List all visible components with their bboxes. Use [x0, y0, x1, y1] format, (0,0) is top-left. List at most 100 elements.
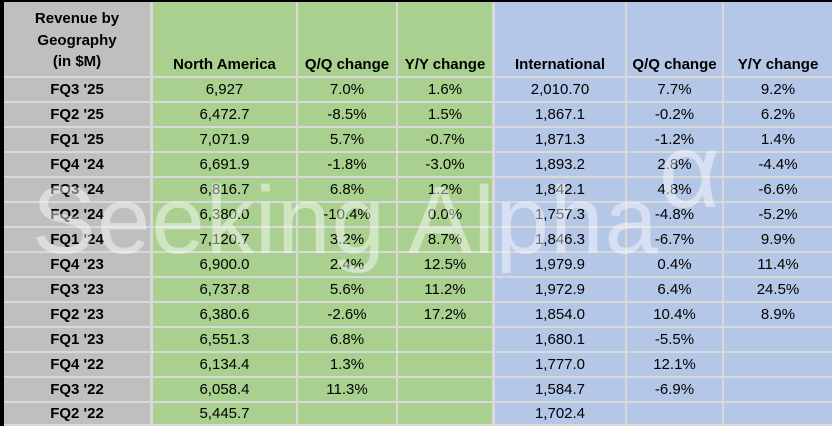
table-row: FQ2 '24 6,380.0 -10.4% 0.0% 1,757.3 -4.8% -5.2…: [4, 201, 832, 226]
table-cell: 7.7%: [625, 78, 722, 101]
row-label: FQ3 '22: [4, 378, 150, 401]
table-cell: -4.4%: [722, 153, 832, 176]
table-cell: 1,680.1: [492, 328, 625, 351]
table-cell: 1.5%: [396, 103, 492, 126]
row-label: FQ1 '23: [4, 328, 150, 351]
table-cell: -10.4%: [296, 203, 396, 226]
table-cell: 5,445.7: [150, 403, 296, 424]
row-label: FQ2 '25: [4, 103, 150, 126]
table-body: FQ3 '25 6,927 7.0% 1.6% 2,010.70 7.7% 9.2% FQ2 …: [4, 76, 832, 426]
table-cell: 1,854.0: [492, 303, 625, 326]
table-cell: -5.2%: [722, 203, 832, 226]
table-cell: 9.2%: [722, 78, 832, 101]
row-label: FQ1 '24: [4, 228, 150, 251]
table-cell: 1,867.1: [492, 103, 625, 126]
table-cell: 17.2%: [396, 303, 492, 326]
table-cell: 2.4%: [296, 253, 396, 276]
table-cell: 1,842.1: [492, 178, 625, 201]
table-cell: [396, 378, 492, 401]
table-cell: 5.7%: [296, 128, 396, 151]
table-header-row: Revenue by Geography (in $M) North Ameri…: [4, 2, 832, 76]
table-cell: 3.2%: [296, 228, 396, 251]
table-cell: 10.4%: [625, 303, 722, 326]
row-label: FQ4 '24: [4, 153, 150, 176]
table-cell: 4.8%: [625, 178, 722, 201]
table-row: FQ4 '24 6,691.9 -1.8% -3.0% 1,893.2 2.8% -4.4%: [4, 151, 832, 176]
table-cell: -6.9%: [625, 378, 722, 401]
table-cell: 8.7%: [396, 228, 492, 251]
table-cell: 1.3%: [296, 353, 396, 376]
table-row: FQ3 '23 6,737.8 5.6% 11.2% 1,972.9 6.4% 24.5%: [4, 276, 832, 301]
table-cell: [296, 403, 396, 424]
table-cell: [396, 353, 492, 376]
table-cell: 6.8%: [296, 178, 396, 201]
column-header-na-qq-change: Q/Q change: [296, 2, 396, 76]
table-row: FQ3 '24 6,816.7 6.8% 1.2% 1,842.1 4.8% -6.6%: [4, 176, 832, 201]
table-row: FQ1 '23 6,551.3 6.8% 1,680.1 -5.5%: [4, 326, 832, 351]
table-cell: 6,927: [150, 78, 296, 101]
table-cell: [722, 403, 832, 424]
table-cell: -1.2%: [625, 128, 722, 151]
table-cell: 1.6%: [396, 78, 492, 101]
table-cell: 2,010.70: [492, 78, 625, 101]
table-title-line-3: (in $M): [52, 53, 102, 70]
table-cell: 6,380.6: [150, 303, 296, 326]
table-cell: 1,979.9: [492, 253, 625, 276]
table-row: FQ4 '22 6,134.4 1.3% 1,777.0 12.1%: [4, 351, 832, 376]
column-header-north-america: North America: [150, 2, 296, 76]
table-cell: -0.2%: [625, 103, 722, 126]
table-cell: 0.0%: [396, 203, 492, 226]
row-label: FQ3 '24: [4, 178, 150, 201]
table-title-cell: Revenue by Geography (in $M): [4, 2, 150, 76]
table-cell: 6,900.0: [150, 253, 296, 276]
table-cell: -6.6%: [722, 178, 832, 201]
table-cell: 1,702.4: [492, 403, 625, 424]
table-cell: 1,757.3: [492, 203, 625, 226]
table-cell: -1.8%: [296, 153, 396, 176]
table-cell: 1,584.7: [492, 378, 625, 401]
table-cell: 1,871.3: [492, 128, 625, 151]
row-label: FQ1 '25: [4, 128, 150, 151]
table-cell: 7,071.9: [150, 128, 296, 151]
table-row: FQ1 '24 7,120.7 3.2% 8.7% 1,846.3 -6.7% 9.9%: [4, 226, 832, 251]
table-cell: -4.8%: [625, 203, 722, 226]
table-cell: 12.5%: [396, 253, 492, 276]
row-label: FQ2 '22: [4, 403, 150, 424]
column-header-intl-qq-change: Q/Q change: [625, 2, 722, 76]
table-cell: 6,551.3: [150, 328, 296, 351]
row-label: FQ2 '23: [4, 303, 150, 326]
table-cell: 1.2%: [396, 178, 492, 201]
table-cell: [722, 353, 832, 376]
column-header-international: International: [492, 2, 625, 76]
table-cell: [722, 328, 832, 351]
table-cell: -5.5%: [625, 328, 722, 351]
table-cell: 7.0%: [296, 78, 396, 101]
table-cell: [625, 403, 722, 424]
table-row: FQ1 '25 7,071.9 5.7% -0.7% 1,871.3 -1.2% 1.4%: [4, 126, 832, 151]
table-cell: -2.6%: [296, 303, 396, 326]
table-cell: 6,380.0: [150, 203, 296, 226]
table-cell: 6,472.7: [150, 103, 296, 126]
table-cell: 1,777.0: [492, 353, 625, 376]
column-header-na-yy-change: Y/Y change: [396, 2, 492, 76]
table-cell: 9.9%: [722, 228, 832, 251]
table-cell: [722, 378, 832, 401]
table-cell: 11.2%: [396, 278, 492, 301]
table-row: FQ2 '23 6,380.6 -2.6% 17.2% 1,854.0 10.4% 8.9%: [4, 301, 832, 326]
table-cell: 1,846.3: [492, 228, 625, 251]
row-label: FQ4 '23: [4, 253, 150, 276]
table-cell: 6.8%: [296, 328, 396, 351]
table-row: FQ3 '25 6,927 7.0% 1.6% 2,010.70 7.7% 9.2%: [4, 76, 832, 101]
table-title-line-1: Revenue by: [34, 10, 120, 27]
table-cell: 6,058.4: [150, 378, 296, 401]
table-cell: 7,120.7: [150, 228, 296, 251]
table-row: FQ3 '22 6,058.4 11.3% 1,584.7 -6.9%: [4, 376, 832, 401]
table-cell: 6.2%: [722, 103, 832, 126]
table-row: FQ2 '25 6,472.7 -8.5% 1.5% 1,867.1 -0.2% 6.2%: [4, 101, 832, 126]
table-cell: 0.4%: [625, 253, 722, 276]
row-label: FQ2 '24: [4, 203, 150, 226]
table-cell: 6,816.7: [150, 178, 296, 201]
table-cell: -3.0%: [396, 153, 492, 176]
table-cell: 11.3%: [296, 378, 396, 401]
